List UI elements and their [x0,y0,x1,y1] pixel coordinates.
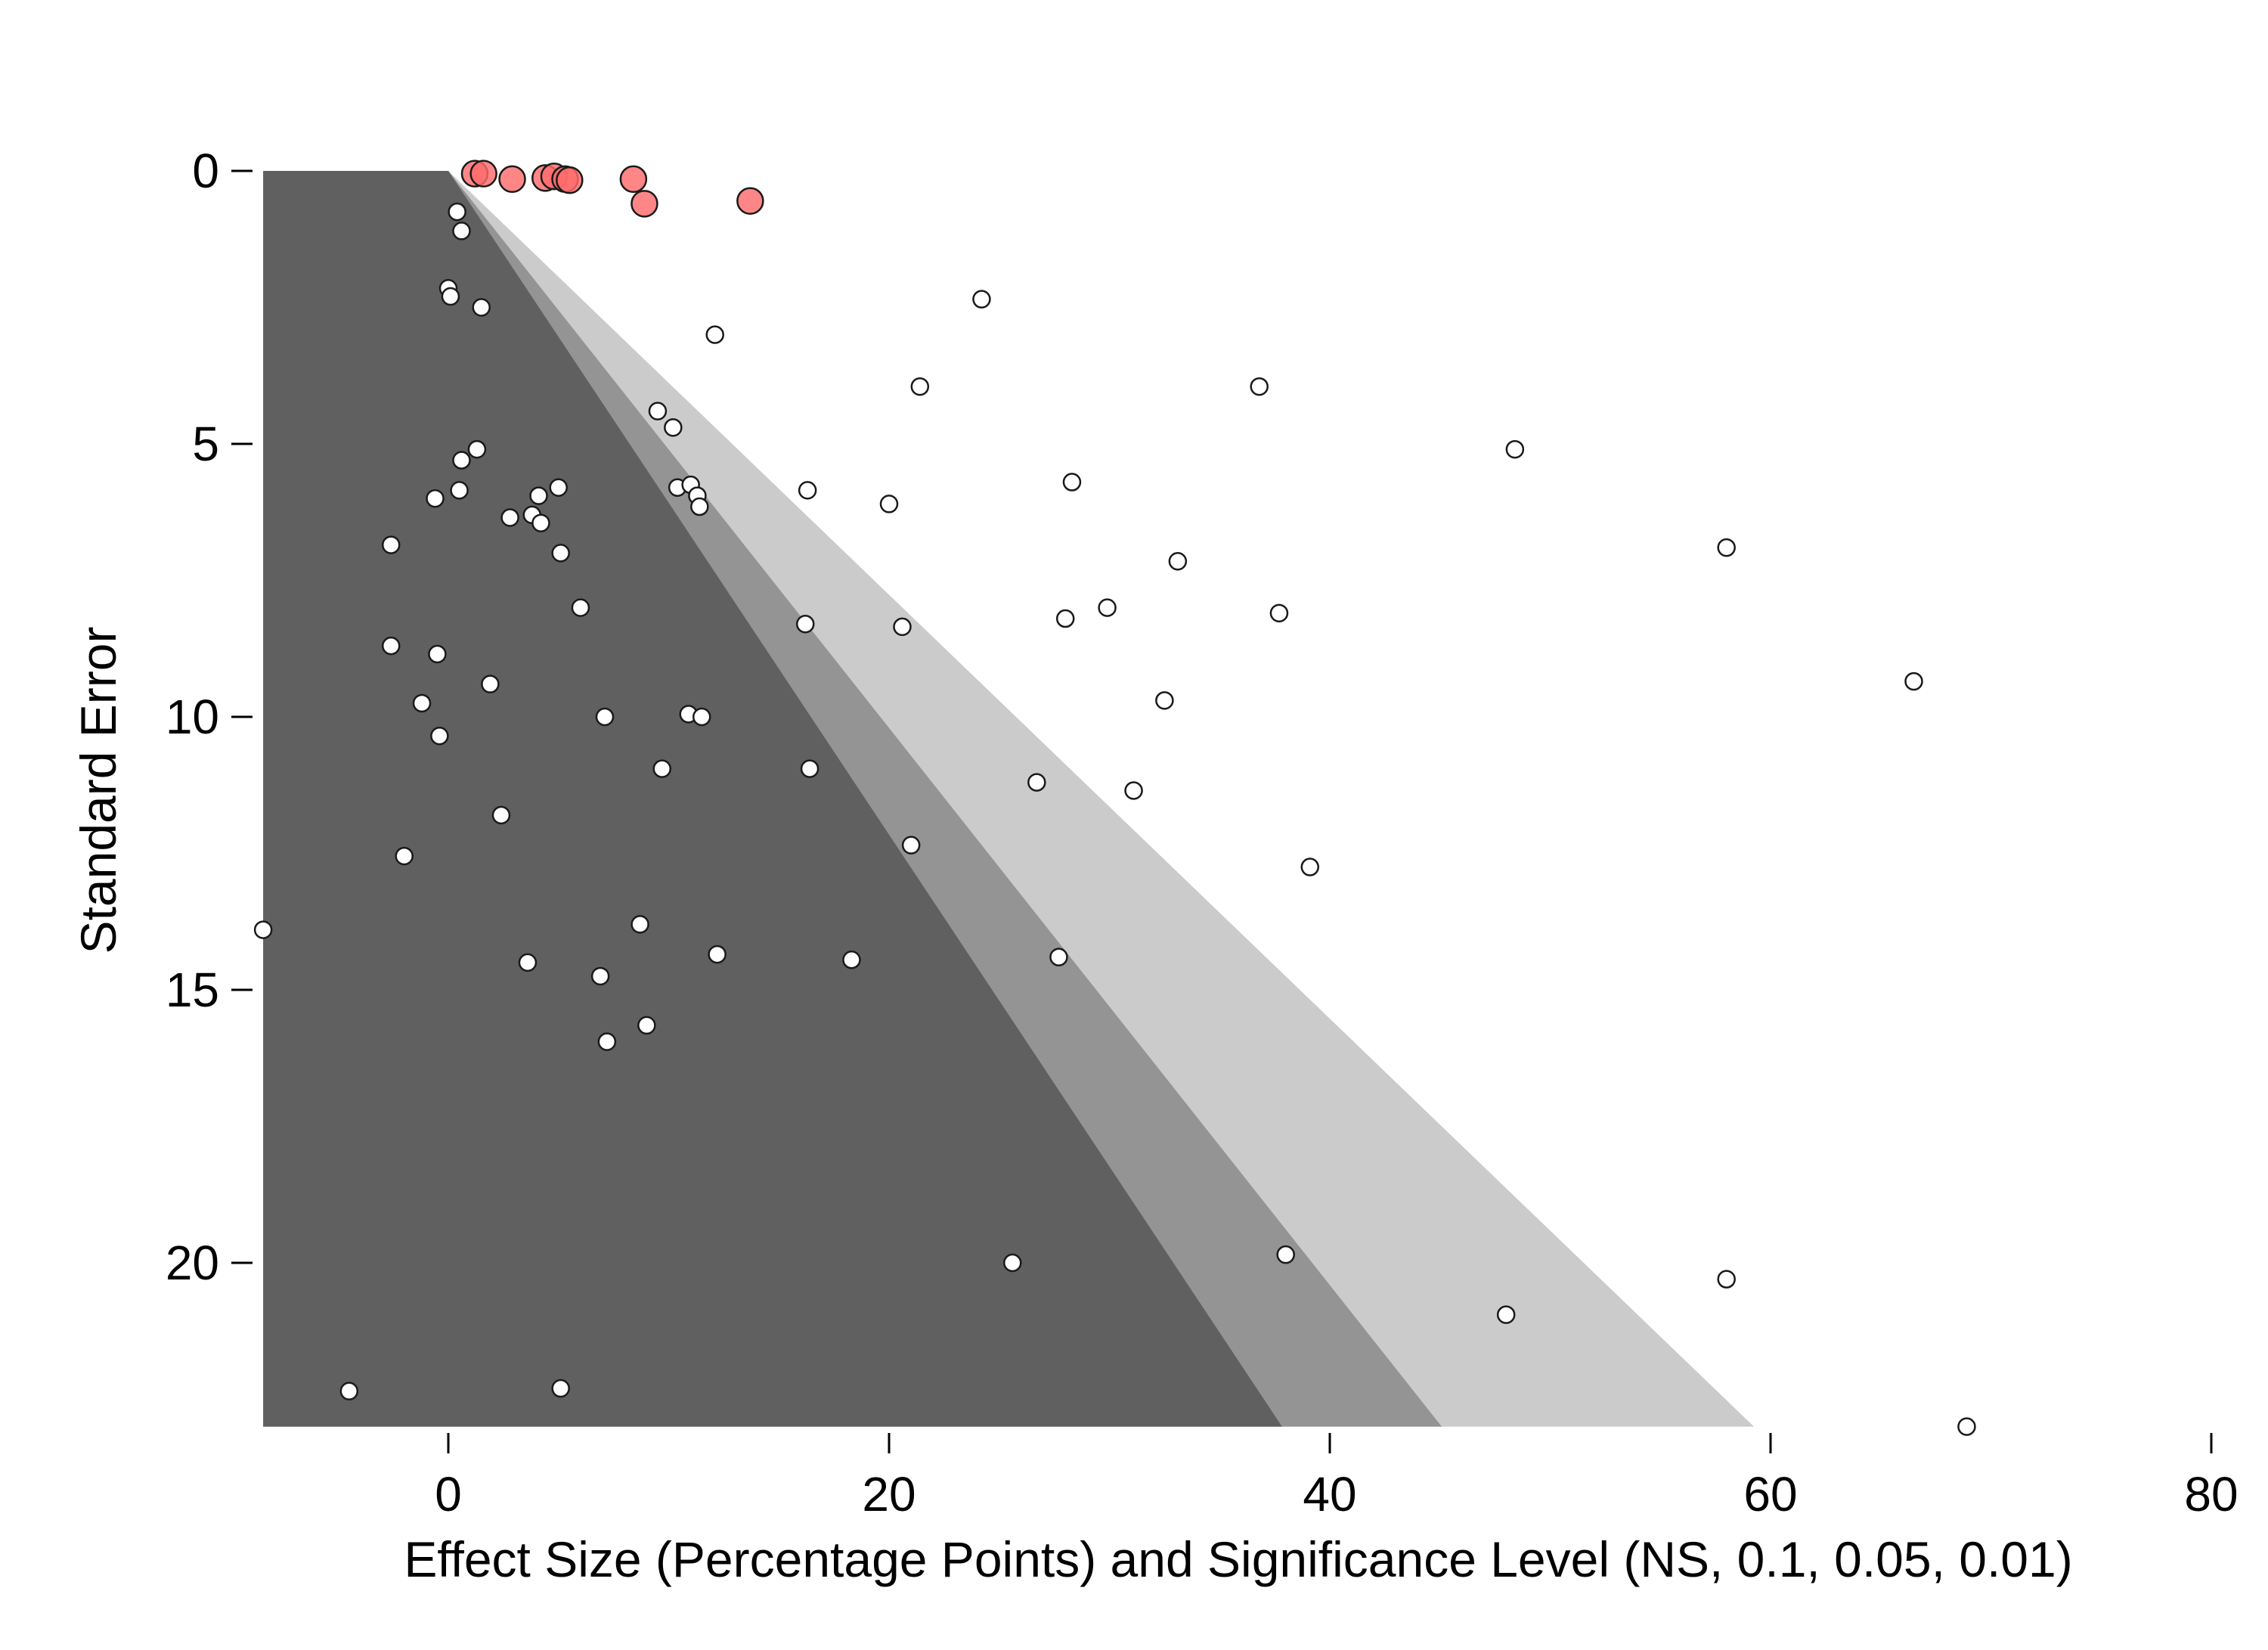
data-point [1027,773,1046,792]
x-tick-label: 60 [1743,1467,1797,1521]
data-point [842,951,861,969]
data-point [1124,781,1143,800]
data-point [901,836,921,854]
data-point [972,290,991,309]
highlighted-point [631,190,658,218]
data-point [450,481,469,500]
data-points [253,160,1976,1436]
y-tick-label: 15 [166,963,219,1017]
highlighted-point [498,165,526,194]
data-point [1717,1270,1736,1289]
y-tick-label: 5 [192,417,219,471]
data-point [448,202,466,222]
data-point [426,488,445,508]
data-point [339,1382,359,1400]
band-NS [263,171,1282,1427]
data-point [637,1016,656,1035]
y-axis: 0 5 10 15 20 [166,144,253,1290]
data-point [1250,377,1269,396]
data-point [452,451,471,470]
highlighted-point [556,166,584,194]
data-point [395,846,414,866]
x-tick-label: 40 [1303,1467,1356,1521]
data-point [1155,691,1174,710]
data-point [705,325,724,344]
data-point [531,513,550,532]
data-point [481,675,500,693]
data-point [1276,1245,1295,1264]
highlighted-point [736,187,764,215]
data-point [428,644,447,664]
data-point [1269,603,1289,623]
data-point [518,953,538,972]
data-point [1002,1253,1022,1273]
data-point [1505,439,1525,459]
data-point [253,920,273,939]
data-point [652,759,672,778]
data-point [597,1032,617,1051]
data-point [1904,671,1923,691]
data-point [1049,948,1068,966]
data-point [551,1379,570,1398]
data-point [692,707,711,727]
highlighted-point [619,165,648,194]
x-tick-label: 0 [435,1467,462,1521]
data-point [430,727,449,746]
data-point [491,805,511,825]
data-point [1957,1417,1976,1436]
data-point [708,944,727,964]
data-point [631,915,649,934]
y-tick-label: 20 [166,1236,219,1290]
data-point [910,377,930,396]
data-point [1717,538,1736,557]
x-tick-label: 20 [862,1467,916,1521]
x-tick-label: 80 [2184,1467,2238,1521]
highlighted-point [469,160,497,188]
y-axis-title: Standard Error [70,627,126,954]
data-point [590,966,610,986]
data-point [1055,609,1075,628]
data-point [551,544,570,563]
data-point [893,617,912,637]
data-point [452,222,471,240]
data-point [690,497,709,516]
data-point [381,535,401,554]
data-point [1062,473,1082,492]
data-point [549,478,568,498]
data-point [800,759,820,778]
data-point [798,481,817,500]
data-point [500,508,519,527]
data-point [472,298,491,317]
data-point [1098,598,1117,617]
data-point [795,615,815,634]
y-tick-label: 0 [192,144,219,198]
data-point [467,439,487,459]
y-tick-label: 10 [166,690,219,744]
x-axis: 0 20 40 60 80 [435,1433,2239,1521]
data-point [441,287,460,306]
significance-bands [263,171,1755,1427]
data-point [648,402,668,420]
data-point [412,693,432,713]
data-point [1300,858,1320,876]
data-point [571,598,590,617]
data-point [664,418,683,437]
data-point [595,707,615,727]
data-point [529,486,548,505]
data-point [879,495,899,513]
x-axis-title: Effect Size (Percentage Points) and Sign… [404,1531,2072,1587]
data-point [1496,1305,1516,1324]
data-point [1168,551,1188,571]
data-point [381,636,401,656]
